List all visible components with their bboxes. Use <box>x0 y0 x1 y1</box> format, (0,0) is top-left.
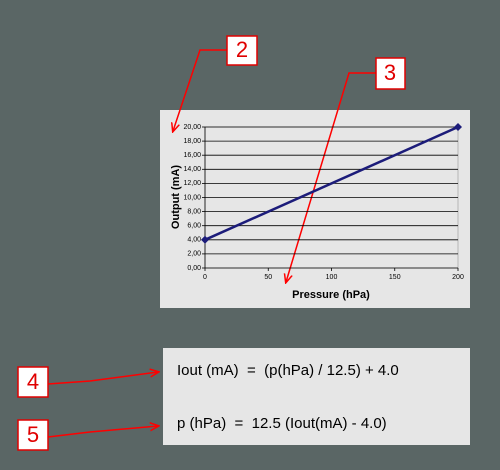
x-tick-label: 0 <box>203 274 207 281</box>
callout-box <box>17 419 49 451</box>
data-point <box>454 123 462 131</box>
x-axis-label: Pressure (hPa) <box>292 289 370 301</box>
callout-box <box>375 57 406 90</box>
callouts: 2 3 4 5 <box>17 35 406 451</box>
callout-number: 5 <box>27 422 39 447</box>
y-tick-label: 0,00 <box>187 265 201 272</box>
arrow <box>47 426 158 438</box>
arrow <box>173 49 227 131</box>
arrows <box>47 49 376 438</box>
formula-box <box>163 348 470 445</box>
formula: Iout (mA) = (p(hPa) / 12.5) + 4.0 <box>177 362 399 379</box>
y-tick-label: 8,00 <box>187 208 201 215</box>
y-axis-label: Output (mA) <box>170 165 182 229</box>
formula: p (hPa) = 12.5 (Iout(mA) - 4.0) <box>177 415 387 432</box>
x-tick-label: 150 <box>389 274 401 281</box>
y-tick-label: 18,00 <box>183 138 201 145</box>
y-tick-label: 16,00 <box>183 152 201 159</box>
callout-number: 2 <box>236 37 248 62</box>
callout-number: 3 <box>384 60 396 85</box>
callout-number: 4 <box>27 369 39 394</box>
x-tick-label: 50 <box>264 274 272 281</box>
y-tick-label: 12,00 <box>183 180 201 187</box>
y-tick-label: 14,00 <box>183 166 201 173</box>
y-tick-label: 10,00 <box>183 194 201 201</box>
arrow <box>286 72 376 282</box>
data-line <box>204 125 459 241</box>
y-tick-label: 4,00 <box>187 237 201 244</box>
callout-box <box>226 35 258 66</box>
y-tick-label: 6,00 <box>187 223 201 230</box>
arrow <box>47 372 158 385</box>
y-tick-label: 2,00 <box>187 251 201 258</box>
callout-box <box>17 366 49 398</box>
x-tick-label: 200 <box>452 274 464 281</box>
y-tick-label: 20,00 <box>183 124 201 131</box>
x-tick-label: 100 <box>326 274 338 281</box>
data-point <box>201 235 209 244</box>
